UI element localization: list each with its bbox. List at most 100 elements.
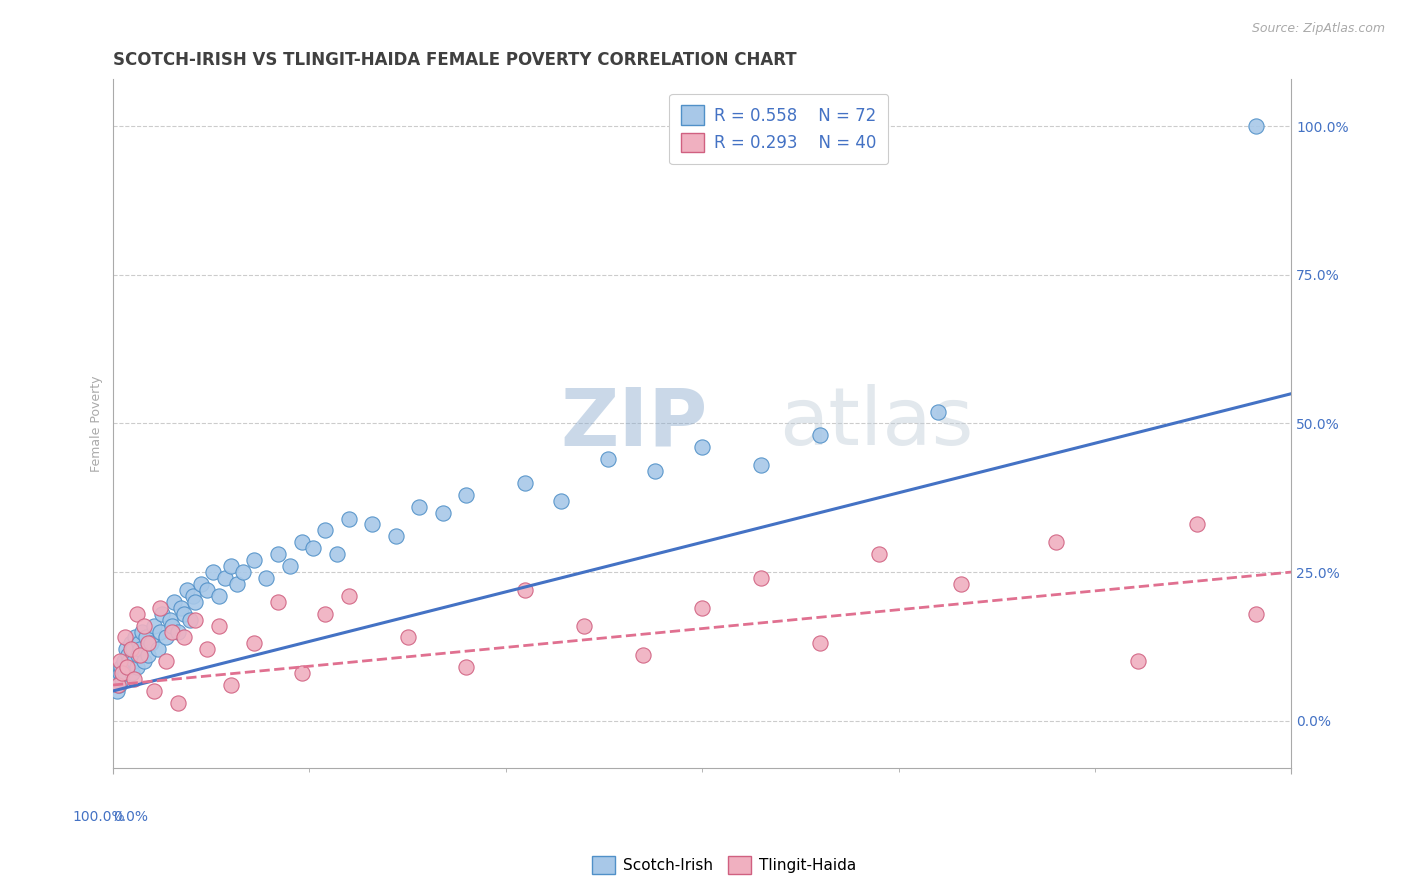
Point <box>173 631 195 645</box>
Point <box>302 541 325 556</box>
Point <box>139 636 162 650</box>
Point <box>115 642 138 657</box>
Point <box>136 636 159 650</box>
Point <box>143 618 166 632</box>
Point <box>170 600 193 615</box>
Text: ZIP: ZIP <box>561 384 709 462</box>
Point <box>1244 119 1267 133</box>
Point <box>132 618 155 632</box>
Point <box>1126 654 1149 668</box>
Point <box>208 589 231 603</box>
Point <box>690 600 713 615</box>
Point <box>110 660 132 674</box>
Point <box>181 589 204 603</box>
Point <box>337 589 360 603</box>
Point <box>114 631 136 645</box>
Point <box>115 660 138 674</box>
Point <box>361 517 384 532</box>
Text: atlas: atlas <box>779 384 973 462</box>
Point <box>121 666 143 681</box>
Y-axis label: Female Poverty: Female Poverty <box>90 376 103 472</box>
Point <box>184 613 207 627</box>
Point <box>808 636 831 650</box>
Point <box>690 440 713 454</box>
Point <box>314 607 336 621</box>
Point <box>644 464 666 478</box>
Point <box>152 607 174 621</box>
Point <box>173 607 195 621</box>
Point <box>596 452 619 467</box>
Point <box>408 500 430 514</box>
Text: SCOTCH-IRISH VS TLINGIT-HAIDA FEMALE POVERTY CORRELATION CHART: SCOTCH-IRISH VS TLINGIT-HAIDA FEMALE POV… <box>112 51 797 69</box>
Point <box>868 547 890 561</box>
Text: Source: ZipAtlas.com: Source: ZipAtlas.com <box>1251 22 1385 36</box>
Point <box>132 654 155 668</box>
Point <box>112 654 135 668</box>
Text: 100.0%: 100.0% <box>72 810 125 823</box>
Point <box>111 672 134 686</box>
Point <box>195 642 218 657</box>
Point <box>129 648 152 663</box>
Point <box>515 475 537 490</box>
Point <box>550 493 572 508</box>
Point <box>808 428 831 442</box>
Point <box>749 458 772 472</box>
Point <box>219 559 242 574</box>
Point <box>225 577 247 591</box>
Point <box>195 582 218 597</box>
Point <box>125 607 148 621</box>
Point <box>456 488 478 502</box>
Point <box>155 631 177 645</box>
Point <box>631 648 654 663</box>
Point <box>122 672 145 686</box>
Point <box>214 571 236 585</box>
Point <box>243 636 266 650</box>
Point <box>166 696 188 710</box>
Point <box>515 582 537 597</box>
Point <box>243 553 266 567</box>
Point <box>160 624 183 639</box>
Point <box>122 642 145 657</box>
Text: 0.0%: 0.0% <box>112 810 148 823</box>
Point <box>128 636 150 650</box>
Point <box>290 535 312 549</box>
Point <box>749 571 772 585</box>
Point <box>184 595 207 609</box>
Point <box>326 547 349 561</box>
Point <box>129 642 152 657</box>
Point <box>267 595 290 609</box>
Point <box>396 631 419 645</box>
Point <box>127 648 149 663</box>
Point <box>219 678 242 692</box>
Point <box>163 595 186 609</box>
Point <box>111 666 134 681</box>
Point <box>122 654 145 668</box>
Point <box>176 582 198 597</box>
Point <box>166 624 188 639</box>
Point <box>136 648 159 663</box>
Point <box>314 524 336 538</box>
Point <box>232 565 254 579</box>
Point <box>950 577 973 591</box>
Point <box>384 529 406 543</box>
Point <box>143 684 166 698</box>
Point <box>107 672 129 686</box>
Point <box>105 684 128 698</box>
Point <box>131 624 153 639</box>
Point <box>278 559 301 574</box>
Point <box>155 654 177 668</box>
Point <box>115 660 138 674</box>
Point <box>149 600 172 615</box>
Point <box>160 618 183 632</box>
Point <box>190 577 212 591</box>
Point <box>120 636 142 650</box>
Point <box>208 618 231 632</box>
Point <box>456 660 478 674</box>
Point <box>117 648 139 663</box>
Point <box>124 631 146 645</box>
Point <box>1045 535 1067 549</box>
Point <box>179 613 201 627</box>
Point <box>1244 607 1267 621</box>
Point <box>159 613 181 627</box>
Point <box>114 666 136 681</box>
